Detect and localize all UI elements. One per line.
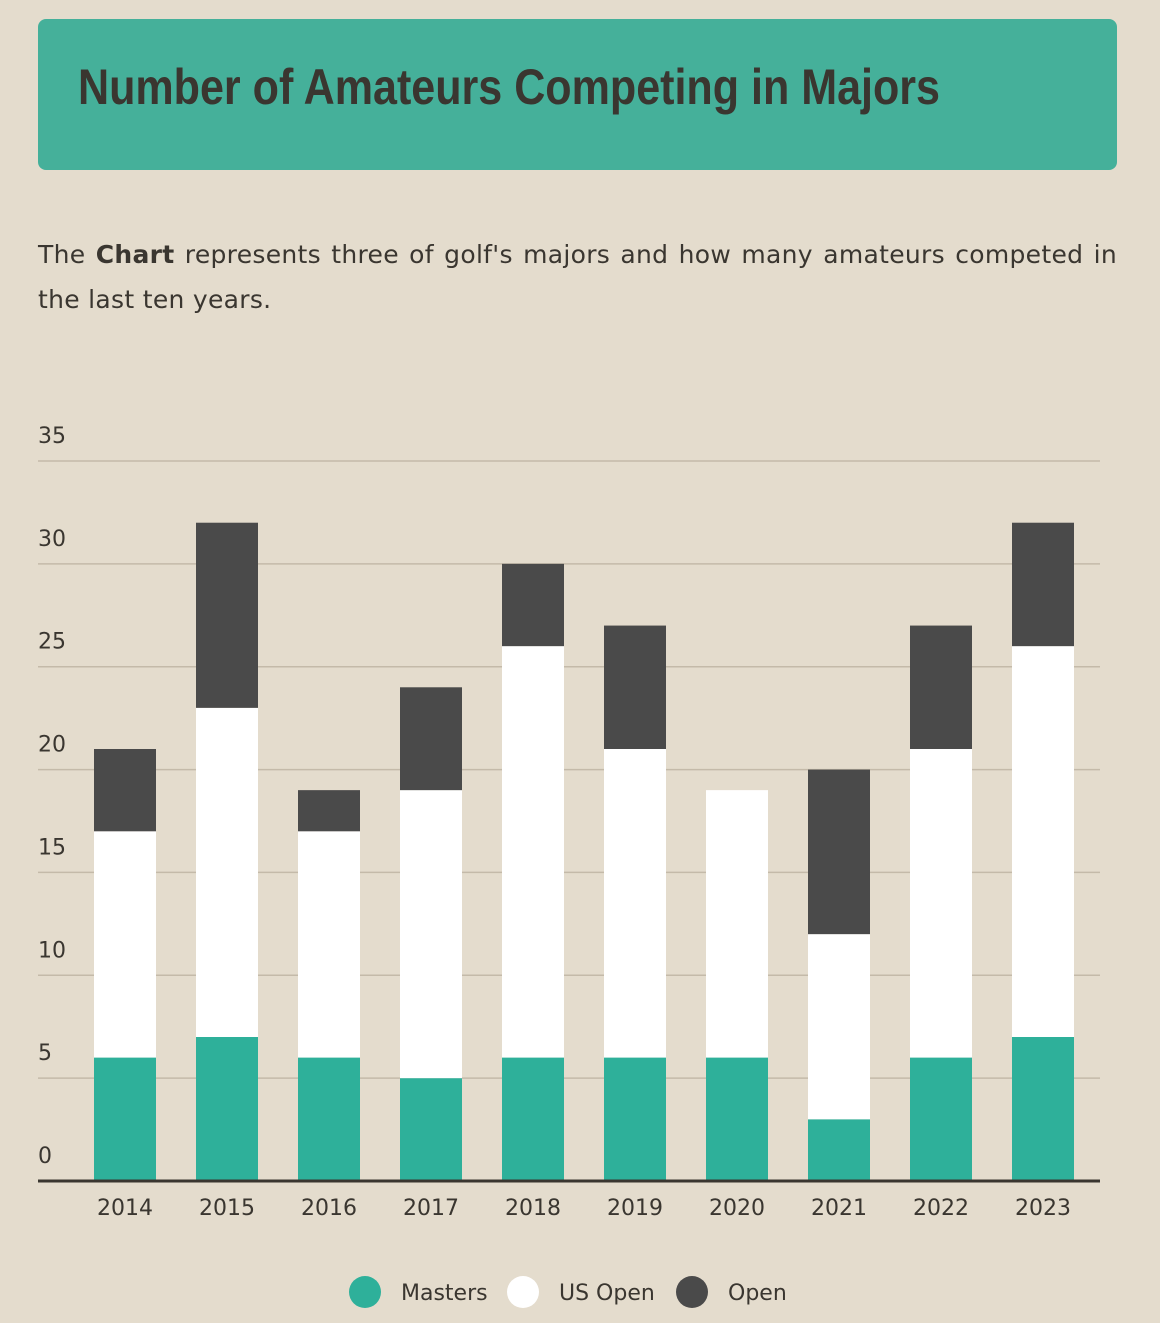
x-tick-label: 2023	[1015, 1196, 1071, 1221]
bar-segment	[808, 934, 870, 1120]
bar-segment	[502, 646, 564, 1058]
bar-segment	[604, 625, 666, 749]
intro-after: represents three of golf's majors and ho…	[38, 240, 1117, 314]
bar-segment	[604, 1057, 666, 1181]
bar-segment	[502, 1057, 564, 1181]
y-tick-label: 20	[38, 733, 66, 758]
bar-segment	[1012, 1037, 1074, 1181]
y-tick-label: 10	[38, 938, 66, 963]
bar-segment	[502, 563, 564, 647]
bar-segment	[196, 522, 258, 708]
bar-segment	[94, 1057, 156, 1181]
y-tick-label: 35	[38, 424, 66, 449]
bar-segment	[94, 749, 156, 832]
x-tick-label: 2016	[301, 1196, 357, 1221]
chart-title: Number of Amateurs Competing in Majors	[78, 59, 940, 115]
x-tick-label: 2018	[505, 1196, 561, 1221]
legend-label: US Open	[559, 1281, 655, 1306]
bar-segment	[400, 687, 462, 791]
bar-segment	[196, 1037, 258, 1181]
x-tick-label: 2019	[607, 1196, 663, 1221]
bar-segment	[94, 831, 156, 1058]
title-banner	[38, 19, 1117, 170]
bar-segment	[1012, 522, 1074, 647]
bar-segment	[910, 749, 972, 1058]
y-tick-label: 5	[38, 1041, 52, 1066]
x-tick-label: 2015	[199, 1196, 255, 1221]
x-tick-label: 2014	[97, 1196, 153, 1221]
bar-segment	[298, 1057, 360, 1181]
x-tick-label: 2021	[811, 1196, 867, 1221]
y-tick-label: 15	[38, 835, 66, 860]
legend-label: Masters	[401, 1281, 488, 1306]
bar-segment	[706, 1057, 768, 1181]
bar-segment	[400, 790, 462, 1079]
bar-segment	[706, 790, 768, 1058]
x-tick-label: 2022	[913, 1196, 969, 1221]
intro-text: The Chart represents three of golf's maj…	[38, 232, 1117, 322]
legend-swatch	[676, 1276, 708, 1308]
bar-segment	[604, 749, 666, 1058]
legend-swatch	[507, 1276, 539, 1308]
bar-segment	[298, 831, 360, 1058]
y-tick-label: 25	[38, 630, 66, 655]
intro-bold: Chart	[95, 240, 175, 269]
x-tick-label: 2020	[709, 1196, 765, 1221]
bar-segment	[298, 790, 360, 832]
bar-segment	[910, 625, 972, 749]
bar-segment	[808, 769, 870, 935]
y-tick-label: 30	[38, 527, 66, 552]
legend-label: Open	[728, 1281, 787, 1306]
bar-segment	[808, 1119, 870, 1181]
bar-segment	[196, 707, 258, 1037]
legend-swatch	[349, 1276, 381, 1308]
y-tick-label: 0	[38, 1144, 52, 1169]
bar-segment	[1012, 646, 1074, 1037]
x-tick-label: 2017	[403, 1196, 459, 1221]
bar-segment	[910, 1057, 972, 1181]
bar-segment	[400, 1078, 462, 1181]
intro-before: The	[38, 240, 86, 269]
